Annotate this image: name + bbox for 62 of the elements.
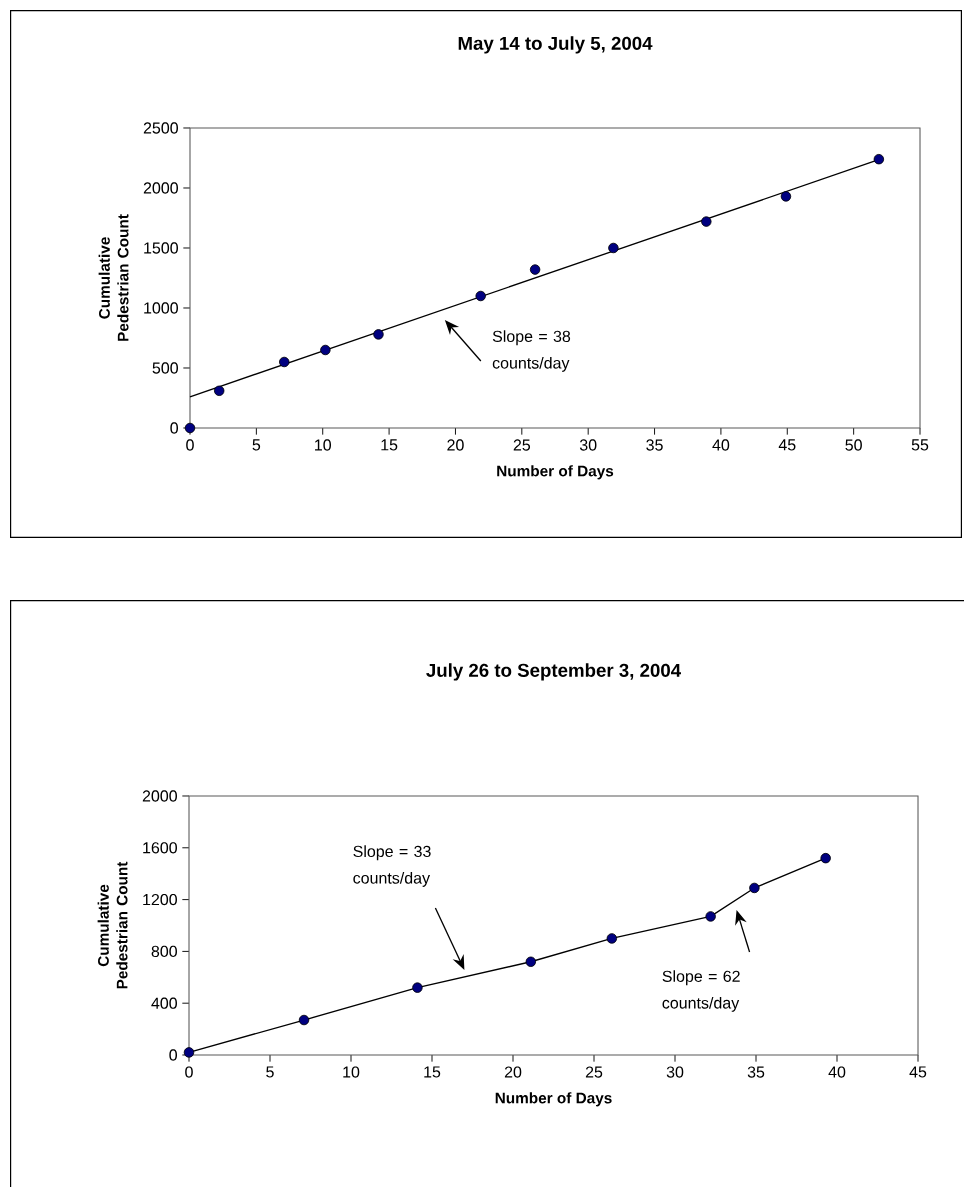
x-tick-label: 40 [712,439,730,451]
x-tick-label: 25 [513,439,531,451]
point [606,933,618,944]
y-tick-label: 1200 [143,893,177,906]
x-tick-label: 15 [424,1066,441,1078]
x-tick-label: 30 [666,1066,684,1078]
point [214,385,225,396]
y-tick-label: 1000 [144,302,178,314]
x-tick-label: 45 [778,439,796,451]
x-tick-label: 45 [909,1066,927,1078]
chart-title: July 26 to September 3, 2004 [426,663,681,681]
y-tick-label: 800 [151,945,177,958]
annotation: Slope = 33 counts/day [353,845,431,887]
y-axis-title: Cumulative Pedestrian Count [98,214,129,341]
x-tick-label: 35 [747,1066,765,1078]
point [184,422,196,434]
point [701,216,712,227]
x-tick-label: 15 [381,439,398,451]
point [820,852,831,864]
point [608,242,619,254]
point [529,264,541,275]
point [298,1014,310,1026]
point [373,329,384,340]
y-tick-label: 0 [169,1049,177,1061]
x-tick-label: 5 [266,1066,274,1078]
y-tick-label: 500 [152,362,178,374]
y-tick-label: 2000 [143,182,178,194]
x-tick-label: 40 [828,1066,846,1078]
y-axis-title: Cumulative Pedestrian Count [97,861,128,989]
annotation: Slope = 38 counts/day [492,330,571,372]
point [749,882,760,894]
y-tick-label: 2500 [143,122,178,134]
y-tick-label: 1600 [143,842,177,854]
annotation: Slope = 62 counts/day [662,970,740,1012]
point [525,956,537,967]
point [412,982,423,993]
x-tick-label: 20 [447,439,464,451]
point [183,1047,195,1058]
x-tick-label: 25 [585,1066,603,1078]
x-tick-label: 30 [579,439,597,451]
point [780,191,792,202]
x-tick-label: 10 [315,439,332,451]
x-axis-title: Number of Days [495,1092,612,1107]
point [705,911,716,922]
point [873,153,885,165]
point [320,344,331,356]
x-tick-label: 0 [186,439,194,451]
y-tick-label: 2000 [142,790,177,802]
point [279,356,290,368]
y-tick-label: 400 [151,997,177,1009]
point [475,290,486,302]
x-tick-label: 0 [185,1066,193,1078]
x-tick-label: 50 [845,439,862,451]
y-tick-label: 1500 [144,242,178,254]
x-axis-title: Number of Days [497,465,614,480]
x-tick-label: 20 [504,1066,522,1078]
x-tick-label: 5 [252,439,261,451]
x-tick-label: 10 [343,1066,360,1078]
chart-title: May 14 to July 5, 2004 [458,36,653,54]
y-tick-label: 0 [170,422,179,434]
x-tick-label: 35 [646,439,663,451]
x-tick-label: 55 [911,439,929,451]
